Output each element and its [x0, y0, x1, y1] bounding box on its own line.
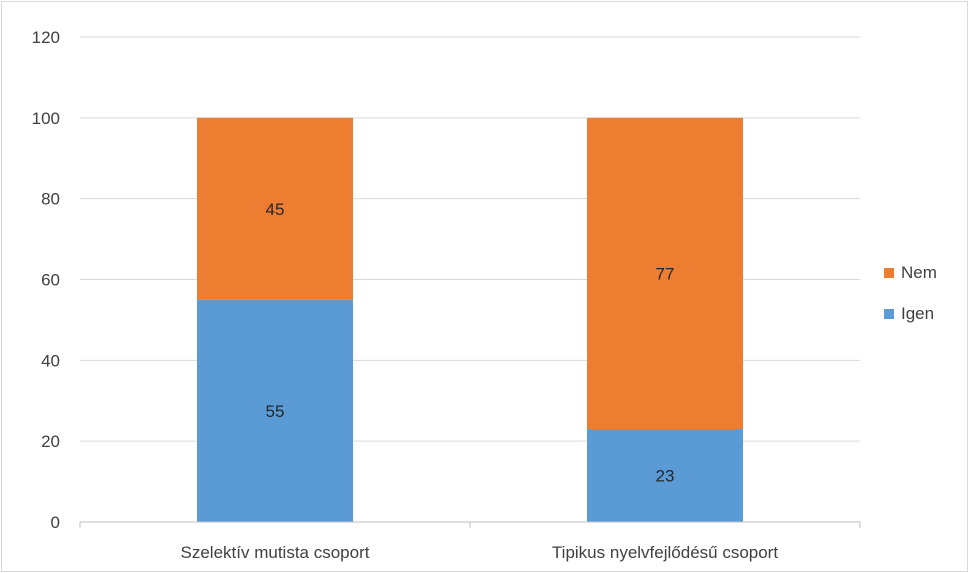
category-label: Szelektív mutista csoport [181, 543, 370, 562]
data-label: 55 [266, 402, 285, 421]
bar-igen-0 [197, 299, 353, 522]
x-axis: Szelektív mutista csoport Tipikus nyelvfe… [79, 521, 861, 562]
y-tick-label: 40 [41, 351, 60, 370]
y-tick-label: 120 [32, 28, 60, 47]
y-tick-label: 100 [32, 109, 60, 128]
data-label: 23 [656, 467, 675, 486]
data-label: 77 [656, 264, 675, 283]
bar-igen-1 [587, 429, 743, 522]
legend: Nem Igen [884, 263, 937, 323]
bar-nem-0 [197, 117, 353, 300]
y-tick-label: 60 [41, 271, 60, 290]
y-axis-ticks: 0 20 40 60 80 100 120 [32, 28, 60, 532]
legend-label-igen: Igen [901, 304, 934, 323]
y-tick-label: 80 [41, 190, 60, 209]
legend-label-nem: Nem [901, 263, 937, 282]
y-tick-label: 20 [41, 432, 60, 451]
category-label: Tipikus nyelvfejlődésű csoport [552, 543, 778, 562]
bar-nem-1 [587, 117, 743, 430]
legend-swatch-igen [884, 309, 894, 319]
bars: 55 45 23 77 [197, 117, 743, 522]
legend-swatch-nem [884, 268, 894, 278]
y-tick-label: 0 [51, 513, 60, 532]
data-label: 45 [266, 200, 285, 219]
